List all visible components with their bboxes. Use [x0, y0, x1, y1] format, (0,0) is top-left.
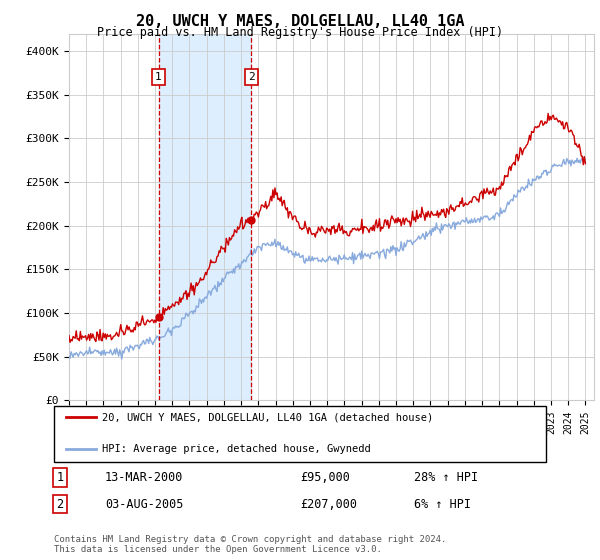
- Text: £207,000: £207,000: [300, 497, 357, 511]
- Text: 20, UWCH Y MAES, DOLGELLAU, LL40 1GA: 20, UWCH Y MAES, DOLGELLAU, LL40 1GA: [136, 14, 464, 29]
- Text: 28% ↑ HPI: 28% ↑ HPI: [414, 470, 478, 484]
- Text: 03-AUG-2005: 03-AUG-2005: [105, 497, 184, 511]
- Text: 1: 1: [155, 72, 162, 82]
- Text: 2: 2: [56, 497, 64, 511]
- Text: 6% ↑ HPI: 6% ↑ HPI: [414, 497, 471, 511]
- Text: 20, UWCH Y MAES, DOLGELLAU, LL40 1GA (detached house): 20, UWCH Y MAES, DOLGELLAU, LL40 1GA (de…: [102, 412, 433, 422]
- Text: 2: 2: [248, 72, 255, 82]
- Text: Price paid vs. HM Land Registry's House Price Index (HPI): Price paid vs. HM Land Registry's House …: [97, 26, 503, 39]
- Text: £95,000: £95,000: [300, 470, 350, 484]
- Bar: [158, 34, 251, 400]
- Text: 1: 1: [56, 470, 64, 484]
- Text: HPI: Average price, detached house, Gwynedd: HPI: Average price, detached house, Gwyn…: [102, 444, 371, 454]
- Text: 13-MAR-2000: 13-MAR-2000: [105, 470, 184, 484]
- Text: Contains HM Land Registry data © Crown copyright and database right 2024.
This d: Contains HM Land Registry data © Crown c…: [54, 535, 446, 554]
